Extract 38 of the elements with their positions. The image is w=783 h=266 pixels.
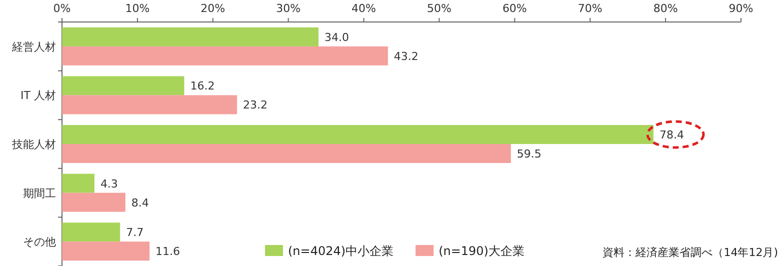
data-label: 8.4 [131, 196, 149, 210]
data-label: 16.2 [190, 80, 215, 93]
x-tick-label: 0% [53, 2, 71, 15]
y-tick-label: その他 [23, 236, 56, 249]
x-tick-label: 40% [352, 2, 376, 15]
legend-label: (n=4024)中小企業 [288, 244, 394, 258]
data-label: 78.4 [659, 128, 684, 142]
bar [62, 95, 238, 114]
bar [62, 46, 388, 66]
x-tick-label: 10% [125, 2, 150, 15]
x-tick-label: 80% [653, 2, 678, 15]
annotation: 資料：経済産業省調べ（14年12月) [602, 246, 778, 259]
bar [62, 192, 126, 212]
x-tick-label: 20% [200, 2, 226, 15]
y-tick-label: 経営人材 [11, 40, 56, 54]
bar [62, 242, 150, 261]
x-tick-label: 90% [728, 2, 754, 15]
data-label: 43.2 [394, 50, 418, 63]
bar [62, 27, 319, 46]
y-tick-label: IT 人材 [20, 89, 56, 102]
data-label: 11.6 [156, 245, 180, 258]
data-label: 59.5 [516, 148, 542, 160]
data-label: 23.2 [243, 98, 268, 112]
bar [62, 125, 654, 144]
bar [62, 174, 94, 193]
data-label: 4.3 [100, 177, 118, 190]
y-tick-label: 期間工 [23, 186, 56, 200]
x-tick-label: 30% [276, 2, 301, 15]
bar [62, 144, 511, 163]
data-label: 7.7 [126, 226, 144, 240]
x-tick-label: 50% [426, 2, 452, 15]
y-tick-label: 技能人材 [11, 138, 56, 151]
x-tick-label: 60% [502, 2, 527, 15]
bar [62, 76, 184, 96]
legend-label: (n=190)大企業 [438, 244, 524, 258]
data-label: 34.0 [324, 30, 350, 44]
x-tick-label: 70% [578, 2, 602, 15]
bar [62, 222, 120, 242]
